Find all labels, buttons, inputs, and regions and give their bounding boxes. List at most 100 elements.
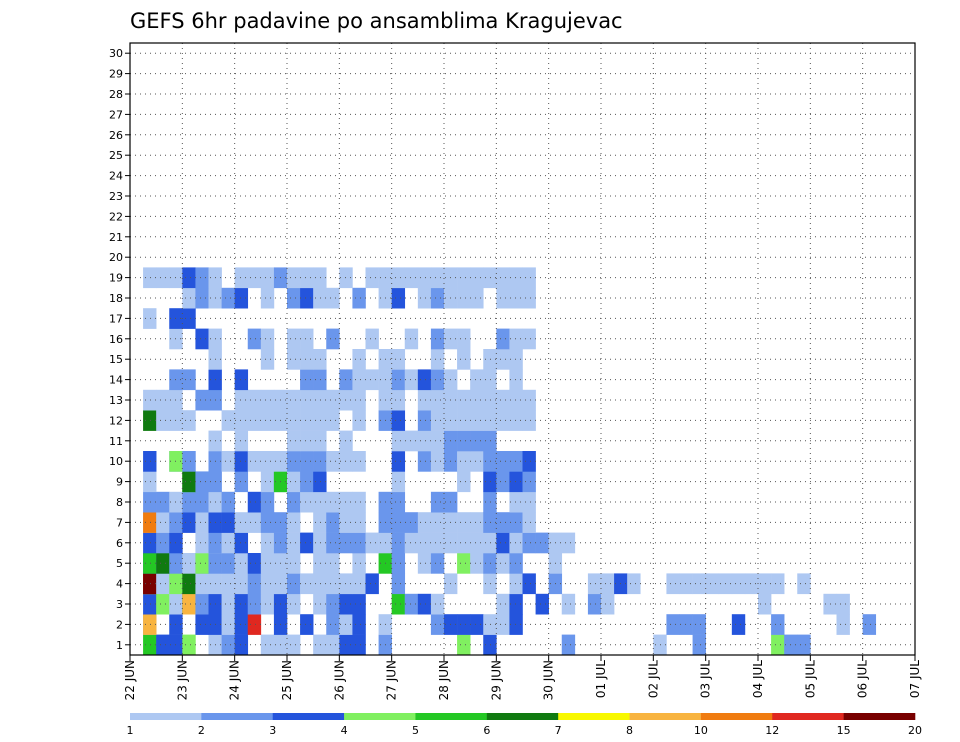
heatmap-cell <box>260 451 275 472</box>
heatmap-cell <box>234 614 249 635</box>
heatmap-cell <box>287 553 301 574</box>
heatmap-cell <box>352 389 366 411</box>
heatmap-cell <box>313 471 327 493</box>
heatmap-cell <box>365 328 379 350</box>
y-tick-label: 29 <box>109 68 123 81</box>
heatmap-cell <box>391 430 406 452</box>
heatmap-cell <box>313 267 327 289</box>
heatmap-cell <box>430 389 445 411</box>
heatmap-cell <box>666 573 680 595</box>
heatmap-cell <box>509 451 523 472</box>
heatmap-cell <box>666 614 680 635</box>
heatmap-cell <box>496 328 510 350</box>
heatmap-cell <box>483 267 497 289</box>
heatmap-cell <box>470 532 484 554</box>
y-tick-label: 1 <box>116 639 123 652</box>
heatmap-cell <box>417 553 432 574</box>
heatmap-cell <box>483 430 497 452</box>
heatmap-cell <box>221 532 235 554</box>
legend-label: 6 <box>483 724 490 737</box>
heatmap-cell <box>483 634 497 656</box>
heatmap-cell <box>457 410 471 431</box>
heatmap-cell <box>404 430 419 452</box>
heatmap-cell <box>260 287 275 309</box>
heatmap-cell <box>156 267 170 289</box>
legend-swatch <box>486 713 559 720</box>
heatmap-cell <box>182 573 196 595</box>
heatmap-cell <box>156 593 170 615</box>
heatmap-cell <box>313 287 327 309</box>
heatmap-cell <box>339 451 353 472</box>
legend-swatch <box>415 713 488 720</box>
heatmap-cell <box>509 287 523 309</box>
heatmap-cell <box>195 553 209 574</box>
heatmap-cell <box>601 573 615 595</box>
heatmap-cell <box>391 287 406 309</box>
heatmap-cell <box>300 430 314 452</box>
heatmap-cell <box>352 451 366 472</box>
heatmap-cell <box>417 389 432 411</box>
heatmap-cell <box>509 267 523 289</box>
heatmap-cell <box>483 410 497 431</box>
heatmap-cell <box>679 573 693 595</box>
heatmap-cell <box>391 553 406 574</box>
dotted-grid <box>130 43 915 655</box>
heatmap-cell <box>260 553 275 574</box>
heatmap-cell <box>836 593 850 615</box>
heatmap-cell <box>234 573 249 595</box>
heatmap-cell <box>339 267 353 289</box>
y-tick-label: 20 <box>109 251 123 264</box>
heatmap-cell <box>234 451 249 472</box>
heatmap-cell <box>313 491 327 513</box>
heatmap-cell <box>339 389 353 411</box>
heatmap-cell <box>182 491 196 513</box>
heatmap-cell <box>247 573 262 595</box>
heatmap-cell <box>483 573 497 595</box>
heatmap-cell <box>509 532 523 554</box>
heatmap-cell <box>509 614 523 635</box>
heatmap-cell <box>156 491 170 513</box>
heatmap-cell <box>430 349 445 370</box>
heatmap-cell <box>535 532 549 554</box>
heatmap-cell <box>143 634 157 656</box>
legend-label: 7 <box>555 724 562 737</box>
heatmap-cell <box>313 634 327 656</box>
heatmap-cell <box>156 512 170 533</box>
legend-label: 8 <box>626 724 633 737</box>
heatmap-cell <box>522 491 536 513</box>
heatmap-cell <box>287 328 301 350</box>
heatmap-cell <box>535 593 549 615</box>
heatmap-cell <box>326 614 340 635</box>
y-tick-label: 17 <box>109 312 123 325</box>
x-tick-label: 02 JUL <box>646 660 660 698</box>
heatmap-cell <box>247 451 262 472</box>
heatmap-cell <box>287 634 301 656</box>
y-tick-label: 30 <box>109 47 123 60</box>
heatmap-cell <box>287 491 301 513</box>
heatmap-cell <box>313 369 327 391</box>
heatmap-cell <box>483 532 497 554</box>
heatmap-cell <box>417 512 432 533</box>
heatmap-cell <box>457 614 471 635</box>
heatmap-cell <box>404 328 419 350</box>
heatmap-cell <box>496 287 510 309</box>
heatmap-cell <box>509 512 523 533</box>
heatmap-cell <box>143 573 157 595</box>
heatmap-cell <box>247 614 262 635</box>
heatmap-cell <box>313 389 327 411</box>
heatmap-cell <box>352 532 366 554</box>
heatmap-cell <box>143 614 157 635</box>
heatmap-cell <box>313 593 327 615</box>
heatmap-cell <box>339 491 353 513</box>
x-tick-label: 03 JUL <box>699 660 713 698</box>
heatmap-cell <box>221 593 235 615</box>
heatmap-cell <box>862 614 877 635</box>
heatmap-cell <box>313 573 327 595</box>
legend-swatch <box>558 713 630 720</box>
heatmap-cell <box>496 553 510 574</box>
heatmap-cell <box>391 349 406 370</box>
heatmap-cell <box>195 573 209 595</box>
heatmap-cell <box>300 614 314 635</box>
heatmap-cell <box>195 287 209 309</box>
heatmap-cell <box>313 430 327 452</box>
